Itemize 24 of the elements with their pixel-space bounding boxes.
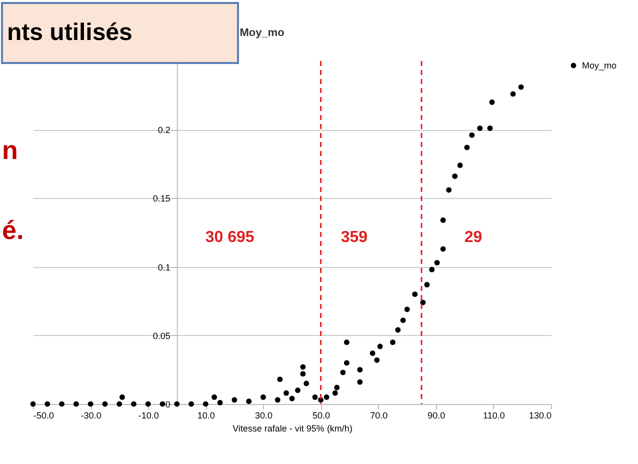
y-tick-label: 0.15 (152, 194, 170, 204)
x-tick-label: -10.0 (138, 410, 159, 420)
text: nts utilisés (7, 19, 132, 46)
x-axis-title: Vitesse rafale - vit 95% (km/h) (232, 424, 352, 434)
legend-label: Moy_mo (582, 60, 617, 70)
x-tick-label: 10.0 (197, 410, 215, 420)
text: n (2, 135, 18, 165)
y-tick-label: 0 (165, 400, 170, 410)
y-tick-label: 0.1 (158, 262, 170, 272)
y-tick-label: 0.05 (152, 330, 170, 341)
text: é. (2, 215, 24, 245)
annotation: 359 (340, 229, 368, 246)
x-tick-label: 50.0 (312, 410, 330, 420)
chart-title: Moy_mo (240, 27, 285, 39)
x-tick-label: 90.0 (428, 410, 446, 420)
x-tick-label: 70.0 (370, 410, 388, 420)
annotation: 30 695 (205, 229, 254, 246)
x-tick-label: 130.0 (528, 410, 552, 420)
annotation: 29 (464, 229, 482, 246)
x-tick-label: 30.0 (254, 410, 272, 420)
x-tick-label: 110.0 (483, 410, 505, 420)
y-tick-label: 0.2 (158, 125, 170, 136)
x-tick-label: -30.0 (80, 410, 102, 420)
x-tick-label: -50.0 (34, 410, 54, 420)
